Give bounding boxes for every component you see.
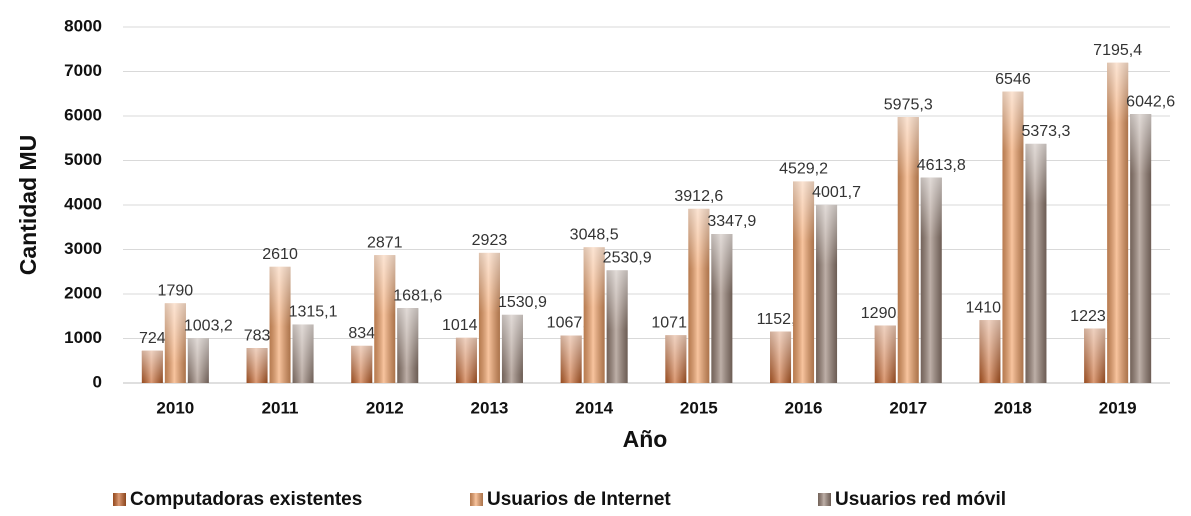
bar-shine xyxy=(1107,62,1129,123)
x-tick-label: 2014 xyxy=(575,398,613,417)
bar-shine xyxy=(874,325,896,383)
bar-shine xyxy=(1084,328,1106,383)
value-label: 724 xyxy=(139,330,166,347)
bar-shine xyxy=(606,270,628,331)
bar-shine xyxy=(292,324,314,383)
bar-shine xyxy=(688,208,710,269)
bar-shine xyxy=(897,117,919,383)
bar-shine xyxy=(1025,143,1047,204)
legend-swatch-shine xyxy=(113,493,126,506)
value-label: 3048,5 xyxy=(570,227,619,244)
bar-shine xyxy=(979,320,1001,381)
x-tick-label: 2016 xyxy=(785,398,823,417)
y-tick-label: 8000 xyxy=(64,16,102,35)
y-tick-label: 5000 xyxy=(64,150,102,169)
bar-shine xyxy=(246,348,268,383)
value-label: 1315,1 xyxy=(289,304,338,321)
value-label: 3347,9 xyxy=(707,213,756,230)
bar-shine xyxy=(770,331,792,383)
bar-shine xyxy=(920,177,942,238)
bar-shine xyxy=(501,314,523,375)
value-label: 2530,9 xyxy=(603,250,652,267)
value-label: 1681,6 xyxy=(393,287,442,304)
value-label: 3912,6 xyxy=(674,188,723,205)
bar-shine xyxy=(1002,91,1024,383)
y-tick-label: 7000 xyxy=(64,61,102,80)
value-label: 1223,6 xyxy=(1070,308,1119,325)
bar-shine xyxy=(269,266,291,327)
y-axis-title: Cantidad MU xyxy=(15,135,41,276)
value-label: 4613,8 xyxy=(917,157,966,174)
bar-shine xyxy=(455,337,477,383)
y-tick-label: 0 xyxy=(93,372,102,391)
bar-shine xyxy=(141,350,163,383)
value-label: 6042,6 xyxy=(1126,93,1175,110)
legend-swatch-shine xyxy=(818,493,831,506)
x-tick-label: 2018 xyxy=(994,398,1032,417)
y-tick-label: 6000 xyxy=(64,105,102,124)
bar-shine xyxy=(583,247,605,308)
bar-shine xyxy=(793,181,815,242)
y-tick-label: 3000 xyxy=(64,239,102,258)
value-label: 1290,9 xyxy=(861,305,910,322)
value-label: 7195,4 xyxy=(1093,42,1142,59)
bar-shine xyxy=(478,252,500,313)
x-tick-label: 2019 xyxy=(1099,398,1137,417)
value-label: 1530,9 xyxy=(498,294,547,311)
value-label: 4529,2 xyxy=(779,161,828,178)
value-label: 4001,7 xyxy=(812,184,861,201)
bar-shine xyxy=(665,335,687,383)
value-label: 834 xyxy=(348,325,375,342)
x-tick-label: 2012 xyxy=(366,398,404,417)
value-label: 1067,4 xyxy=(547,315,596,332)
x-tick-label: 2017 xyxy=(889,398,927,417)
value-label: 6546 xyxy=(995,71,1031,88)
bar-shine xyxy=(1130,114,1152,383)
x-axis-title: Año xyxy=(623,426,668,452)
value-label: 1790 xyxy=(158,283,194,300)
value-label: 1014,4 xyxy=(442,317,491,334)
value-label: 2923 xyxy=(472,232,508,249)
bar-shine xyxy=(711,234,733,295)
legend-label: Usuarios red móvil xyxy=(835,489,1006,510)
value-label: 1152,6 xyxy=(757,311,805,328)
bar-shine xyxy=(374,255,396,316)
legend-swatch-shine xyxy=(470,493,483,506)
value-label: 783 xyxy=(244,327,271,344)
x-tick-label: 2015 xyxy=(680,398,718,417)
value-label: 2871 xyxy=(367,234,403,251)
value-label: 5373,3 xyxy=(1021,123,1070,140)
x-tick-label: 2010 xyxy=(156,398,194,417)
bar-shine xyxy=(897,117,919,178)
bar-shine xyxy=(187,338,209,383)
bar-shine xyxy=(816,204,838,265)
value-label: 2610 xyxy=(262,246,298,263)
bar-shine xyxy=(1107,62,1129,384)
y-tick-label: 1000 xyxy=(64,328,102,347)
x-tick-label: 2013 xyxy=(471,398,509,417)
legend-label: Computadoras existentes xyxy=(130,489,362,510)
bar-shine xyxy=(560,335,582,383)
value-label: 5975,3 xyxy=(884,96,933,113)
value-label: 1003,2 xyxy=(184,318,233,335)
x-tick-label: 2011 xyxy=(262,398,299,417)
bar-shine xyxy=(1002,91,1024,152)
y-tick-label: 4000 xyxy=(64,194,102,213)
value-label: 1410,2 xyxy=(965,299,1014,316)
value-label: 1071,6 xyxy=(651,315,700,332)
bar-shine xyxy=(397,308,419,369)
bar-shine xyxy=(351,345,373,383)
bar-shine xyxy=(164,303,186,364)
y-tick-label: 2000 xyxy=(64,283,102,302)
legend-label: Usuarios de Internet xyxy=(487,489,671,510)
bar-shine xyxy=(1130,114,1152,175)
